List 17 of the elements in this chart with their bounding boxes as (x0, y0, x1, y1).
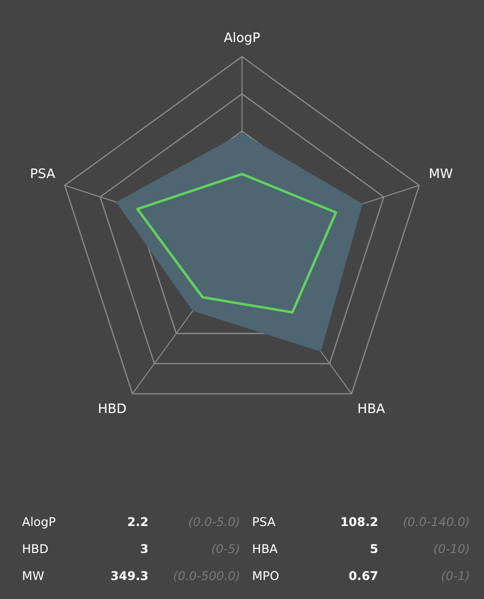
text: MW (21, 568, 46, 584)
text: HBD (21, 540, 50, 558)
spoke-label: PSA (30, 166, 56, 182)
text: PSA (251, 514, 276, 530)
text: HBA (251, 540, 279, 558)
text: 0.67 (348, 568, 378, 584)
spoke-label: MW (428, 166, 453, 182)
text: MPO (251, 568, 280, 584)
text: 3 (139, 540, 149, 558)
text: 349.3 (110, 568, 149, 584)
text: AlogP (21, 514, 57, 530)
text: 5 (368, 540, 378, 558)
spoke-label: AlogP (224, 31, 260, 46)
text: 108.2 (339, 514, 378, 530)
spoke-label: HBA (357, 402, 386, 418)
spoke-label: HBD (98, 402, 127, 418)
text: 2.2 (126, 514, 149, 530)
